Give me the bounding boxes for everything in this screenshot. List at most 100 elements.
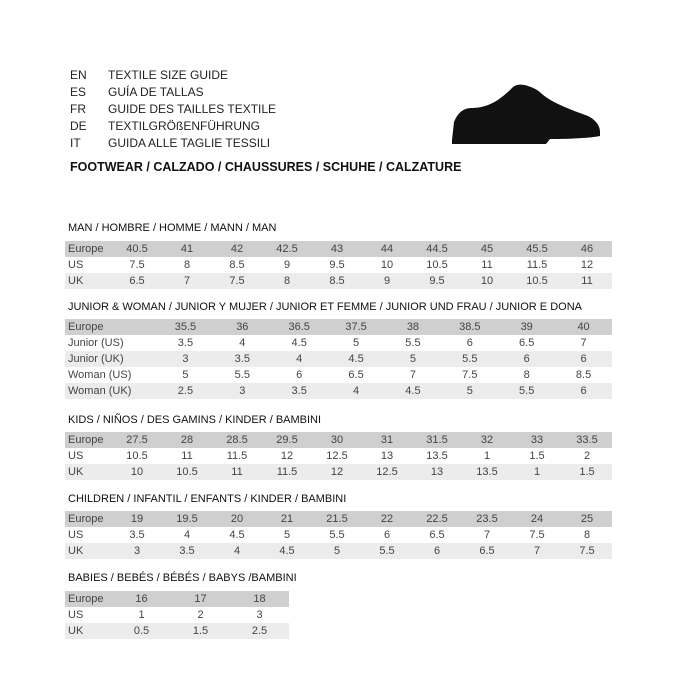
table-row: Europe 40.5 41 42 42.5 43 44 44.5 45 45.5 46 <box>65 241 612 257</box>
table-row: UK 3 3.5 4 4.5 5 5.5 6 6.5 7 7.5 <box>65 543 612 559</box>
size-cell: 19.5 <box>176 513 198 525</box>
size-cell: 1 <box>533 466 541 478</box>
size-cell: 8 <box>583 529 591 541</box>
size-cell: 8 <box>283 275 291 287</box>
table-row: UK 6.5 7 7.5 8 8.5 9 9.5 10 10.5 11 <box>65 273 612 289</box>
size-cell: 40.5 <box>126 243 148 255</box>
size-cell: 5.5 <box>405 337 421 349</box>
size-cell: 2.5 <box>251 625 268 637</box>
size-cell: 33 <box>530 434 544 446</box>
section-title: CHILDREN / INFANTIL / ENFANTS / KINDER /… <box>68 493 347 505</box>
size-cell: 17 <box>194 593 207 605</box>
size-cell: 7.5 <box>129 259 145 271</box>
size-cell: 44.5 <box>426 243 448 255</box>
size-cell: 10.5 <box>426 259 448 271</box>
size-cell: 9.5 <box>329 259 345 271</box>
size-cell: 6 <box>296 369 303 381</box>
shoe-icon <box>452 84 600 144</box>
size-cell: 9 <box>383 275 391 287</box>
size-cell: 3.5 <box>291 385 307 397</box>
lang-code: EN <box>70 68 87 82</box>
size-cell: 29.5 <box>276 434 298 446</box>
size-cell: 42.5 <box>276 243 298 255</box>
size-cell: 12 <box>330 466 344 478</box>
size-table: Europe 27.5 28 28.5 29.5 30 31 31.5 32 33 33.5 US 10… <box>65 432 612 480</box>
table-row: Junior (UK) 3 3.5 4 4.5 5 5.5 6 6 <box>65 351 612 367</box>
section-title: KIDS / NIÑOS / DES GAMINS / KINDER / BAM… <box>68 414 322 426</box>
row-label: Junior (UK) <box>68 353 124 365</box>
size-cell: 3 <box>256 609 263 621</box>
footwear-heading: FOOTWEAR / CALZADO / CHAUSSURES / SCHUHE… <box>70 160 462 174</box>
size-cell: 22 <box>380 513 394 525</box>
size-cell: 12.5 <box>326 450 348 462</box>
lang-code: FR <box>70 102 86 116</box>
size-cell: 13 <box>430 466 444 478</box>
size-cell: 41 <box>180 243 194 255</box>
size-cell: 5.5 <box>234 369 250 381</box>
size-cell: 45.5 <box>526 243 548 255</box>
lang-title: GUIDE DES TAILLES TEXTILE <box>108 102 277 116</box>
row-label: US <box>68 450 84 462</box>
lang-title: TEXTILGRÖßENFÜHRUNG <box>108 119 261 133</box>
size-cell: 35.5 <box>174 321 197 333</box>
lang-code: ES <box>70 85 87 99</box>
size-cell: 3.5 <box>177 337 194 349</box>
size-cell: 37.5 <box>345 321 367 333</box>
size-cell: 7.5 <box>462 369 478 381</box>
size-cell: 2 <box>583 450 591 462</box>
row-label: UK <box>68 625 84 637</box>
size-cell: 5 <box>353 337 360 349</box>
size-cell: 6 <box>466 337 473 349</box>
size-table: Europe 35.5 36 36.5 37.5 38 38.5 39 40 Junior (US… <box>65 319 612 399</box>
size-cell: 10 <box>480 275 494 287</box>
section-title: MAN / HOMBRE / HOMME / MANN / MAN <box>68 222 277 234</box>
size-cell: 23.5 <box>476 513 498 525</box>
size-table: Europe 40.5 41 42 42.5 43 44 44.5 45 45.5 46 US 7.5 8… <box>65 241 612 289</box>
size-cell: 5.5 <box>379 545 395 557</box>
size-cell: 3.5 <box>129 529 145 541</box>
size-cell: 6 <box>433 545 441 557</box>
row-label: Europe <box>68 321 104 333</box>
table-row: Europe 27.5 28 28.5 29.5 30 31 31.5 32 33 33.5 <box>65 432 612 448</box>
row-label: US <box>68 609 84 621</box>
size-cell: 11 <box>581 275 593 287</box>
size-cell: 5 <box>466 385 473 397</box>
size-cell: 12 <box>580 259 594 271</box>
size-cell: 4 <box>296 353 303 365</box>
size-cell: 36 <box>236 321 249 333</box>
size-cell: 8 <box>183 259 191 271</box>
size-cell: 10.5 <box>526 275 548 287</box>
size-cell: 3 <box>182 353 189 365</box>
size-table: Europe 16 17 18 US 1 2 3 UK 0.5 1.5 2.5 <box>65 591 289 639</box>
size-cell: 6 <box>383 529 391 541</box>
size-cell: 32 <box>480 434 494 446</box>
row-label: Europe <box>68 593 104 605</box>
size-cell: 18 <box>253 593 266 605</box>
size-cell: 4 <box>353 385 360 397</box>
size-cell: 22.5 <box>426 513 448 525</box>
section-title: BABIES / BEBÉS / BÉBÉS / BABYS /BAMBINI <box>68 572 297 584</box>
table-row: UK 0.5 1.5 2.5 <box>65 623 289 639</box>
size-cell: 8.5 <box>329 275 345 287</box>
size-cell: 8.5 <box>575 369 592 381</box>
size-cell: 12.5 <box>376 466 398 478</box>
size-cell: 3.5 <box>234 353 250 365</box>
size-cell: 1.5 <box>529 450 545 462</box>
size-cell: 10 <box>380 259 394 271</box>
table-row: UK 10 10.5 11 11.5 12 12.5 13 13.5 1 1.5 <box>65 464 612 480</box>
size-cell: 30 <box>330 434 344 446</box>
row-label: UK <box>68 466 84 478</box>
size-cell: 36.5 <box>288 321 310 333</box>
size-cell: 27.5 <box>126 434 148 446</box>
size-cell: 10.5 <box>126 450 148 462</box>
size-cell: 38.5 <box>459 321 481 333</box>
table-row: US 10.5 11 11.5 12 12.5 13 13.5 1 1.5 2 <box>65 448 612 464</box>
size-cell: 2 <box>197 609 204 621</box>
size-cell: 40 <box>577 321 590 333</box>
size-cell: 45 <box>480 243 494 255</box>
size-cell: 7.5 <box>529 529 545 541</box>
size-cell: 1.5 <box>192 625 209 637</box>
section-title: JUNIOR & WOMAN / JUNIOR Y MUJER / JUNIOR… <box>68 301 582 313</box>
row-label: Europe <box>68 243 104 255</box>
row-label: Europe <box>68 513 104 525</box>
